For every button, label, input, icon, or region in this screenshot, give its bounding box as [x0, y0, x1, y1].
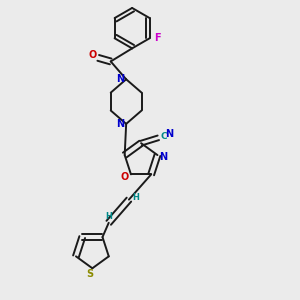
Text: C: C — [160, 131, 167, 140]
Text: N: N — [165, 129, 173, 139]
Text: H: H — [105, 212, 112, 221]
Text: N: N — [116, 119, 124, 129]
Text: H: H — [132, 193, 139, 202]
Text: N: N — [159, 152, 167, 162]
Text: F: F — [154, 33, 161, 43]
Text: N: N — [116, 74, 124, 84]
Text: O: O — [89, 50, 97, 60]
Text: S: S — [86, 269, 93, 279]
Text: O: O — [120, 172, 128, 182]
